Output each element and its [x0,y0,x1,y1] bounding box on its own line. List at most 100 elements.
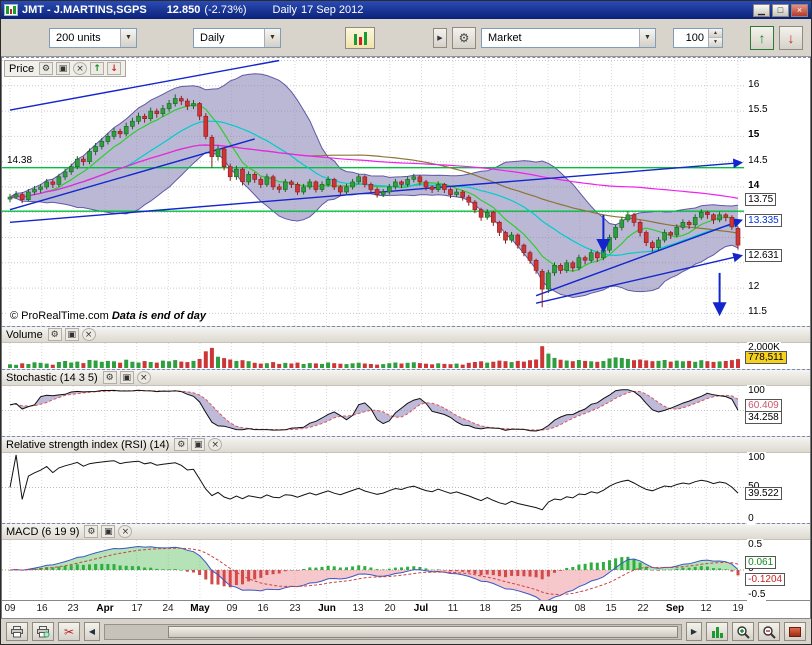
axis-label: 12 [747,281,761,293]
chevron-down-icon: ▼ [639,28,655,47]
volume-axis: 2,000K 778,511 [744,342,810,369]
minimize-button[interactable]: ▁ [753,3,770,17]
x-tick-label: Aug [538,603,558,614]
volume-panel: 2,000K 778,511 [2,342,810,369]
x-tick-label: 23 [289,603,301,614]
spinner-buttons: ▲ ▼ [708,28,722,47]
window-icon[interactable]: ▣ [56,62,71,75]
scroll-right-button[interactable]: ▶ [686,622,702,641]
zoom-in-icon [737,625,750,639]
x-tick-label: Apr [96,603,114,614]
stochastic-panel-title: Stochastic (14 3 5) [6,371,98,384]
scissors-icon: ✂ [63,624,75,639]
axis-label: -0.5 [747,589,767,601]
axis-label: 15.5 [747,104,769,116]
zoom-out-button[interactable] [758,622,780,641]
spinner-down-icon[interactable]: ▼ [709,37,722,47]
macd-panel-title: MACD (6 19 9) [6,525,80,538]
timeframe-dropdown[interactable]: Daily ▼ [193,27,281,48]
wrench-icon[interactable]: ⚙ [174,438,189,451]
close-button[interactable]: × [791,3,808,17]
app-icon [4,4,18,16]
price-plot[interactable]: Price ⚙ ▣ × ↑ ↓ 14.38 © ProRealTime.com … [2,58,745,326]
macd-chart-svg [2,540,745,600]
expand-button[interactable]: ▶ [433,27,447,48]
market-value: Market [488,31,522,44]
print-button[interactable] [6,622,28,641]
close-icon[interactable]: × [81,328,96,341]
close-icon[interactable]: × [208,438,223,451]
printer-icon [11,625,23,637]
volume-panel-header: Volume ⚙ ▣ × [2,326,810,343]
axis-label: 15 [747,129,761,141]
x-tick-label: 22 [637,603,649,614]
axis-badge: 778,511 [745,351,787,364]
axis-label: 16 [747,79,761,91]
scrollbar-thumb[interactable] [168,625,678,638]
close-icon[interactable]: × [118,525,133,538]
spinner-up-icon[interactable]: ▲ [709,28,722,37]
x-tick-label: 11 [447,603,459,614]
wrench-icon[interactable]: ⚙ [84,525,99,538]
down-arrow-icon[interactable]: ↓ [107,62,122,75]
price-axis: 16 15.5 15 14.5 14 12 11.5 13.75 13.335 12.631 [744,58,810,326]
fit-chart-button[interactable] [706,622,728,641]
up-arrow-icon[interactable]: ↑ [90,62,105,75]
wrench-icon[interactable]: ⚙ [102,371,117,384]
settings-button[interactable]: ⚙ [452,26,476,49]
trendline [535,252,744,304]
close-icon[interactable]: × [136,371,151,384]
macd-area-negative [10,570,738,600]
chart-scrollbar[interactable] [104,623,682,640]
stochastic-panel-header: Stochastic (14 3 5) ⚙ ▣ × [2,369,810,386]
scroll-left-button[interactable]: ◀ [84,622,100,641]
stochastic-plot[interactable] [2,386,745,436]
quantity-spinner[interactable]: 100 ▲ ▼ [673,27,723,48]
x-tick-label: 20 [384,603,396,614]
candles-layer [7,94,741,308]
print-preview-button[interactable] [32,622,54,641]
order-toolbar: ▶ ⚙ Market ▼ 100 ▲ ▼ ↑ ↓ [433,25,803,50]
window-icon[interactable]: ▣ [101,525,116,538]
price-panel: Price ⚙ ▣ × ↑ ↓ 14.38 © ProRealTime.com … [2,58,810,326]
cut-button[interactable]: ✂ [58,622,80,641]
axis-label: 11.5 [747,306,768,318]
window-icon[interactable]: ▣ [64,328,79,341]
maximize-button[interactable]: □ [772,3,789,17]
window-controls: ▁ □ × [753,3,808,17]
chart-style-button[interactable] [345,26,375,49]
units-dropdown[interactable]: 200 units ▼ [49,27,137,48]
up-arrow-button[interactable]: ↑ [750,25,774,50]
x-tick-label: 09 [4,603,16,614]
stoch-k-line [9,389,739,432]
x-tick-label: Jun [318,603,336,614]
stochastic-axis: 100 60.409 34.258 [744,385,810,436]
down-arrow-button[interactable]: ↓ [779,25,803,50]
zoom-in-button[interactable] [732,622,754,641]
market-dropdown[interactable]: Market ▼ [481,27,656,48]
chart-area: Price ⚙ ▣ × ↑ ↓ 14.38 © ProRealTime.com … [1,57,811,618]
volume-plot[interactable] [2,343,745,369]
volume-panel-title: Volume [6,328,43,341]
rsi-plot[interactable] [2,453,745,523]
zoom-reset-icon [789,626,801,637]
green-up-arrow-icon: ↑ [758,29,766,46]
stochastic-panel: 100 60.409 34.258 [2,385,810,436]
x-tick-label: May [190,603,210,614]
wrench-icon[interactable]: ⚙ [47,328,62,341]
zoom-reset-button[interactable] [784,622,806,641]
macd-plot[interactable] [2,540,745,600]
last-price: 12.850 [166,4,201,16]
wrench-icon[interactable]: ⚙ [39,62,54,75]
axis-label: 14.5 [747,155,769,167]
price-change: (-2.73%) [204,4,247,16]
moving-average-7 [9,104,739,272]
window-icon[interactable]: ▣ [119,371,134,384]
chevron-down-icon: ▼ [120,28,136,47]
x-tick-label: 23 [67,603,79,614]
macd-panel-header: MACD (6 19 9) ⚙ ▣ × [2,523,810,540]
price-panel-title: Price [9,62,35,75]
window-icon[interactable]: ▣ [191,438,206,451]
axis-badge: 0.061 [745,556,777,569]
close-icon[interactable]: × [73,62,88,75]
